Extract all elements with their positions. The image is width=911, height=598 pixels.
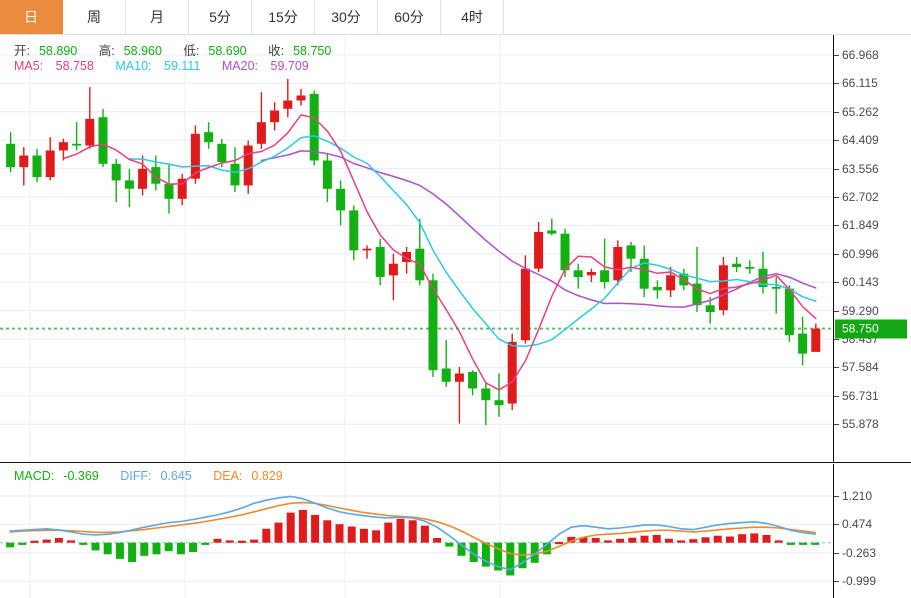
macd-axis-label: -0.263 [842, 545, 877, 560]
price-axis-label: 62.702 [842, 190, 879, 204]
price-axis-tick [834, 367, 839, 369]
candlestick-pane: 开: 58.890 高: 58.960 低: 58.690 收: 58.750 MA5:… [0, 35, 911, 463]
tab-15min[interactable]: 15分 [252, 0, 315, 34]
macd-axis-tick [834, 524, 839, 526]
tab-60min[interactable]: 60分 [378, 0, 441, 34]
candlestick-plot[interactable] [0, 35, 833, 462]
price-axis-tick [834, 339, 839, 340]
chart-frame: 开: 58.890 高: 58.960 低: 58.690 收: 58.750 MA5:… [0, 35, 911, 598]
tab-label: 15分 [268, 9, 298, 25]
price-axis-tick [834, 310, 839, 312]
tab-4hour[interactable]: 4时 [441, 0, 504, 34]
macd-axis-label: -0.999 [842, 574, 877, 589]
candlestick-svg [0, 35, 833, 462]
macd-axis-tick [834, 496, 839, 497]
price-axis-label: 63.556 [842, 161, 879, 176]
price-axis-label: 59.290 [842, 303, 879, 318]
tab-30min[interactable]: 30分 [315, 0, 378, 34]
macd-svg [0, 464, 833, 598]
macd-axis: 1.210 0.474 -0.263 -0.999 [833, 464, 911, 598]
macd-plot[interactable] [0, 464, 833, 598]
price-axis-tick [834, 140, 839, 142]
macd-axis-label: 0.474 [842, 517, 873, 532]
tab-label: 5分 [209, 9, 231, 25]
tab-label: 日 [24, 9, 38, 25]
tab-label: 4时 [461, 9, 483, 25]
price-axis-label: 61.849 [842, 218, 879, 233]
price-axis-tick [834, 168, 839, 170]
price-axis-tick [834, 197, 839, 198]
price-axis-label: 60.996 [842, 246, 879, 261]
price-axis-label: 65.262 [842, 104, 879, 119]
tab-month[interactable]: 月 [126, 0, 189, 34]
tab-label: 周 [87, 9, 101, 25]
price-axis-tick [834, 111, 839, 113]
tab-week[interactable]: 周 [63, 0, 126, 34]
tab-label: 30分 [331, 9, 361, 25]
period-tabbar: 日 周 月 5分 15分 30分 60分 4时 [0, 0, 911, 35]
price-axis-label: 55.878 [842, 417, 879, 432]
price-axis-tick [834, 253, 839, 255]
price-axis-label: 66.115 [842, 76, 878, 91]
price-axis-label: 56.731 [842, 388, 879, 403]
macd-axis-label: 1.210 [842, 489, 873, 503]
macd-pane: MACD: -0.369 DIFF: 0.645 DEA: 0.829 1.210 0.… [0, 464, 911, 598]
macd-axis-tick [834, 581, 839, 583]
tab-label: 60分 [394, 9, 424, 25]
price-axis-tick [834, 83, 839, 85]
price-axis-tick [834, 395, 839, 397]
price-axis-label: 60.143 [842, 275, 879, 290]
price-axis-label: 66.968 [842, 48, 879, 62]
price-axis-tick [834, 225, 839, 227]
tab-day[interactable]: 日 [0, 0, 63, 34]
tab-label: 月 [150, 9, 164, 25]
price-axis-tick [834, 55, 839, 56]
price-axis-label: 57.584 [842, 360, 879, 375]
macd-axis-tick [834, 552, 839, 554]
price-axis: 66.968 66.115 65.262 64.409 63.556 62.702 61.8… [833, 35, 911, 462]
price-axis-tick [834, 424, 839, 426]
tab-5min[interactable]: 5分 [189, 0, 252, 34]
current-price-badge: 58.750 [835, 319, 907, 339]
tabbar-filler [504, 0, 911, 34]
price-axis-tick [834, 282, 839, 284]
price-axis-label: 64.409 [842, 133, 879, 148]
